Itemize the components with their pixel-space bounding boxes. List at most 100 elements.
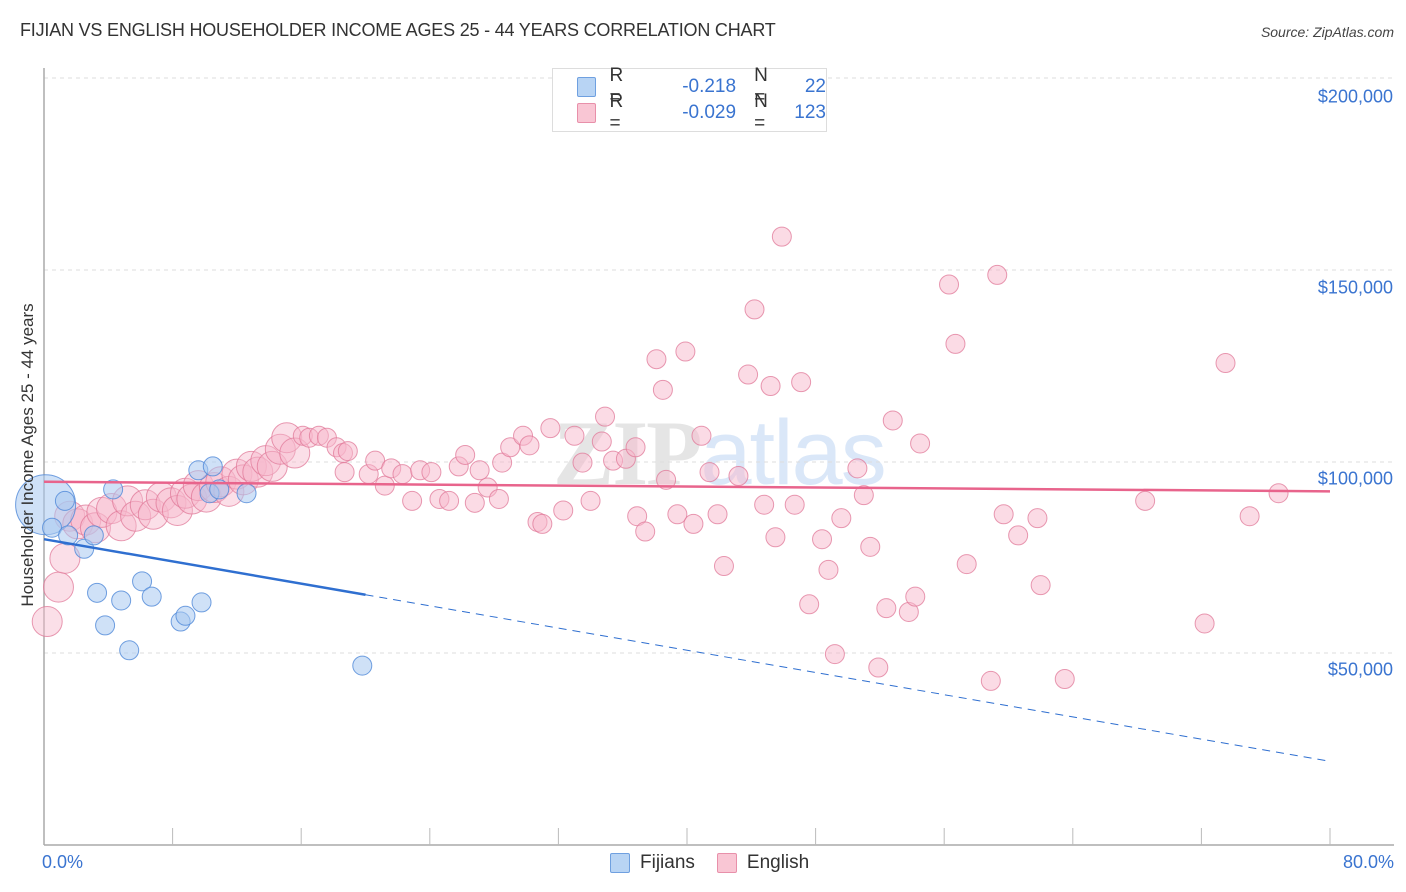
fijian-point bbox=[42, 517, 63, 538]
english-point bbox=[455, 444, 476, 465]
legend-item-english[interactable]: English bbox=[716, 852, 809, 874]
english-point bbox=[728, 466, 749, 487]
english-point bbox=[812, 529, 833, 550]
english-point bbox=[675, 341, 696, 362]
english-point bbox=[464, 492, 485, 513]
y-tick-100000: $100,000 bbox=[1317, 468, 1393, 489]
legend-item-fijians[interactable]: Fijians bbox=[610, 852, 695, 874]
english-legend-swatch-icon bbox=[716, 853, 737, 873]
english-point bbox=[818, 559, 839, 580]
english-point bbox=[760, 376, 781, 396]
english-point bbox=[1215, 353, 1236, 374]
fijian-point bbox=[83, 525, 104, 546]
english-point bbox=[1239, 506, 1260, 527]
english-point bbox=[334, 462, 355, 483]
english-point bbox=[707, 504, 728, 525]
english-point bbox=[402, 490, 423, 511]
english-point bbox=[221, 458, 253, 490]
english-point bbox=[860, 536, 881, 557]
source-label: Source: ZipAtlas.com bbox=[1260, 24, 1394, 40]
english-point bbox=[691, 425, 712, 446]
english-n-value: 123 bbox=[794, 102, 826, 123]
english-point bbox=[392, 464, 413, 485]
english-point bbox=[771, 226, 792, 247]
axes bbox=[43, 68, 1394, 846]
english-point bbox=[847, 458, 868, 479]
english-point bbox=[1054, 668, 1075, 689]
y-tick-200000: $200,000 bbox=[1317, 86, 1393, 107]
english-point bbox=[652, 379, 673, 400]
fijian-point bbox=[111, 590, 132, 611]
english-point bbox=[993, 504, 1014, 525]
english-point bbox=[31, 606, 63, 638]
english-point bbox=[939, 274, 960, 295]
fijians-swatch-icon bbox=[577, 77, 597, 97]
legend-row-fijians: R = -0.218 N = 22 bbox=[577, 65, 826, 108]
fijian-point bbox=[103, 479, 124, 500]
english-point bbox=[824, 644, 845, 665]
english-point bbox=[1008, 525, 1029, 546]
english-point bbox=[956, 554, 977, 575]
fijian-points bbox=[15, 456, 373, 676]
fijian-point bbox=[236, 483, 257, 504]
x-tick-min: 0.0% bbox=[42, 852, 84, 872]
english-point bbox=[667, 504, 688, 525]
english-point bbox=[580, 490, 601, 511]
english-point bbox=[980, 670, 1001, 691]
legend-row-english: R = -0.029 N = 123 bbox=[577, 91, 826, 134]
english-point bbox=[868, 657, 889, 678]
english-point bbox=[987, 264, 1008, 285]
english-point bbox=[42, 571, 74, 603]
english-point bbox=[699, 462, 720, 483]
english-point bbox=[1194, 613, 1215, 634]
fijian-trend-extrapolation bbox=[365, 594, 1331, 762]
series-legend: Fijians English bbox=[610, 852, 831, 874]
english-point bbox=[744, 299, 765, 320]
fijian-point bbox=[191, 592, 212, 613]
english-point bbox=[1030, 575, 1051, 596]
correlation-legend: R = -0.218 N = 22 R = -0.029 N = 123 bbox=[552, 65, 827, 134]
english-point bbox=[591, 431, 612, 452]
y-tick-50000: $50,000 bbox=[1327, 659, 1393, 680]
english-point bbox=[137, 498, 169, 530]
english-point bbox=[683, 513, 704, 534]
x-ticks bbox=[172, 828, 1331, 845]
english-r-value: -0.029 bbox=[682, 102, 737, 123]
fijian-point bbox=[119, 640, 140, 661]
fijian-trend-line bbox=[43, 537, 366, 596]
english-point bbox=[421, 462, 442, 483]
x-tick-max: 80.0% bbox=[1342, 852, 1394, 872]
fijians-legend-swatch-icon bbox=[610, 853, 630, 873]
fijian-point bbox=[141, 586, 162, 607]
english-swatch-icon bbox=[577, 103, 597, 123]
fijian-point bbox=[209, 479, 230, 500]
english-point bbox=[625, 437, 646, 458]
english-point bbox=[831, 508, 852, 529]
english-point bbox=[905, 586, 926, 607]
english-point bbox=[853, 485, 874, 506]
english-point bbox=[765, 527, 786, 548]
english-point bbox=[799, 594, 820, 615]
fijian-point bbox=[58, 525, 79, 546]
english-point bbox=[129, 489, 161, 521]
trend-lines bbox=[43, 480, 1331, 762]
english-point bbox=[1268, 483, 1289, 504]
english-trend-line bbox=[43, 480, 1331, 493]
english-point bbox=[784, 494, 805, 515]
english-point bbox=[738, 364, 759, 385]
english-point bbox=[595, 406, 616, 427]
english-point bbox=[791, 372, 812, 393]
english-point bbox=[519, 435, 540, 456]
english-point bbox=[876, 598, 897, 619]
english-point bbox=[488, 488, 509, 509]
english-point bbox=[882, 410, 903, 431]
english-point bbox=[337, 441, 358, 462]
english-point bbox=[656, 469, 677, 490]
english-point bbox=[646, 349, 667, 370]
english-point bbox=[553, 500, 574, 521]
fijian-point bbox=[87, 582, 108, 603]
chart-title: FIJIAN VS ENGLISH HOUSEHOLDER INCOME AGE… bbox=[20, 20, 776, 40]
english-point bbox=[365, 450, 386, 471]
fijian-point bbox=[95, 615, 116, 636]
english-point bbox=[1027, 508, 1048, 529]
